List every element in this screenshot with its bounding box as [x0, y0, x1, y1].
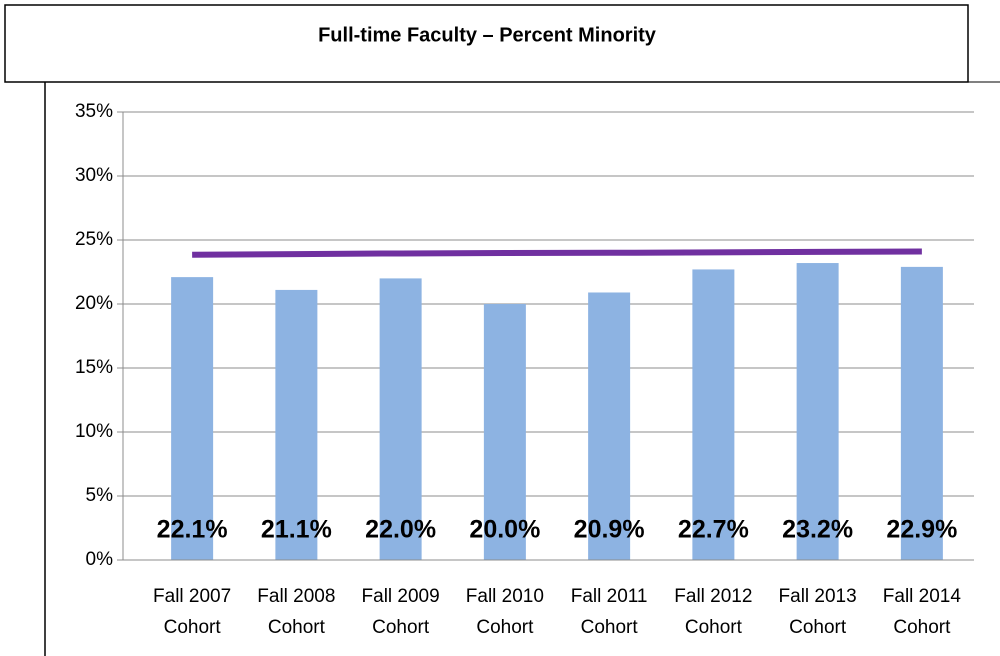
data-label: 20.9% [574, 516, 645, 544]
x-tick-label: Cohort [893, 617, 951, 638]
x-tick-label: Fall 2012 [674, 586, 752, 607]
data-label: 21.1% [261, 516, 332, 544]
trend-line [192, 248, 922, 258]
data-label: 22.1% [157, 516, 228, 544]
x-tick-label: Cohort [372, 617, 430, 638]
x-tick-label: Fall 2010 [466, 586, 544, 607]
title-box [4, 4, 969, 83]
y-tick-label: 20% [75, 293, 113, 314]
x-tick-label: Cohort [268, 617, 326, 638]
data-label: 23.2% [782, 516, 853, 544]
x-tick-label: Cohort [581, 617, 639, 638]
bar [796, 263, 839, 560]
x-tick-label: Cohort [164, 617, 222, 638]
bar [483, 304, 526, 560]
y-tick-label: 25% [75, 229, 113, 250]
y-tick-label: 5% [86, 485, 114, 506]
bar [900, 266, 943, 560]
y-tick-label: 30% [75, 165, 113, 186]
bar [171, 277, 214, 560]
x-tick-label: Cohort [789, 617, 847, 638]
y-tick-label: 15% [75, 357, 113, 378]
x-tick-label: Fall 2014 [883, 586, 962, 607]
y-tick-label: 0% [86, 549, 114, 570]
y-tick-label: 10% [75, 421, 113, 442]
x-tick-label: Cohort [476, 617, 534, 638]
data-label: 22.9% [886, 516, 957, 544]
bar [692, 269, 735, 560]
bar [275, 289, 318, 560]
x-tick-label: Fall 2007 [153, 586, 231, 607]
x-tick-label: Fall 2009 [362, 586, 440, 607]
data-label: 20.0% [469, 516, 540, 544]
data-label: 22.0% [365, 516, 436, 544]
x-tick-label: Fall 2008 [257, 586, 335, 607]
bar [588, 292, 631, 560]
x-tick-label: Cohort [685, 617, 743, 638]
y-tick-label: 35% [75, 101, 113, 122]
data-label: 22.7% [678, 516, 749, 544]
x-tick-label: Fall 2013 [779, 586, 857, 607]
x-tick-label: Fall 2011 [571, 586, 648, 607]
chart-title: Full-time Faculty – Percent Minority [318, 24, 657, 46]
bar [379, 278, 422, 560]
